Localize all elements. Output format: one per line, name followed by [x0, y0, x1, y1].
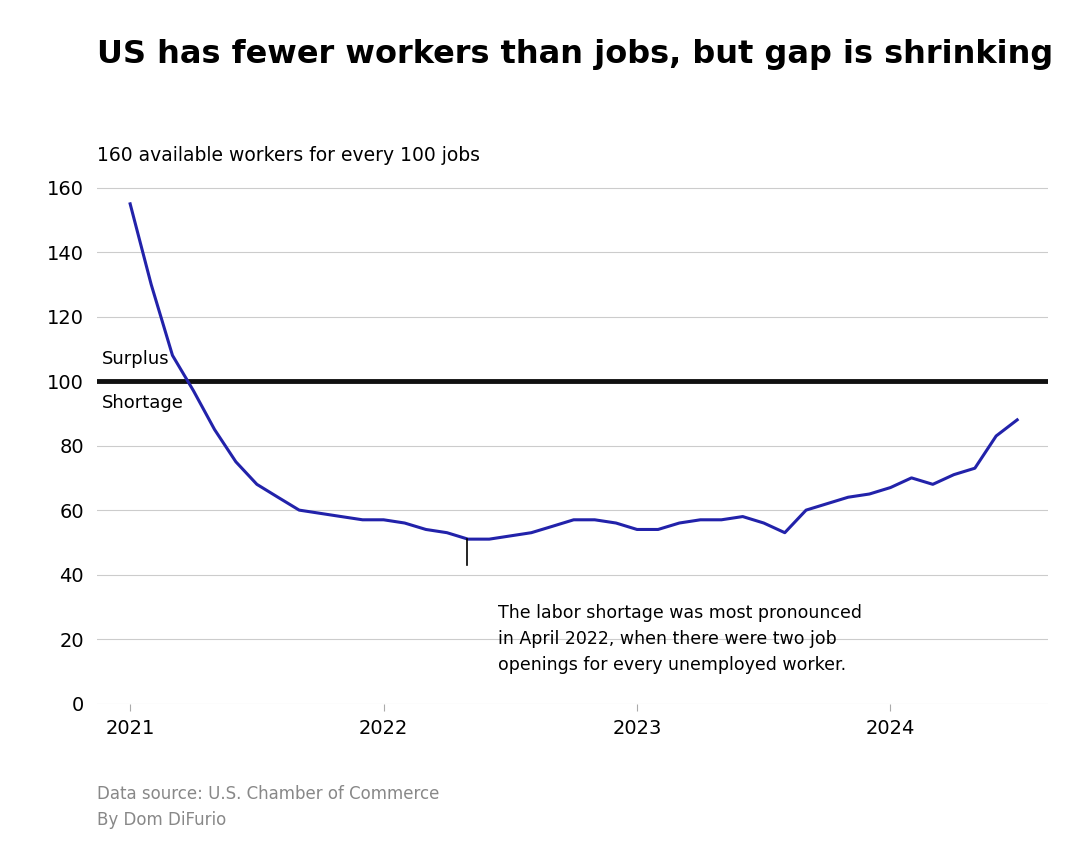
Text: US has fewer workers than jobs, but gap is shrinking: US has fewer workers than jobs, but gap … [97, 39, 1053, 69]
Text: Shortage: Shortage [103, 394, 185, 412]
Text: 160 available workers for every 100 jobs: 160 available workers for every 100 jobs [97, 146, 481, 165]
Text: Data source: U.S. Chamber of Commerce
By Dom DiFurio: Data source: U.S. Chamber of Commerce By… [97, 785, 440, 830]
Text: The labor shortage was most pronounced
in April 2022, when there were two job
op: The labor shortage was most pronounced i… [498, 604, 862, 674]
Text: Surplus: Surplus [103, 350, 170, 368]
